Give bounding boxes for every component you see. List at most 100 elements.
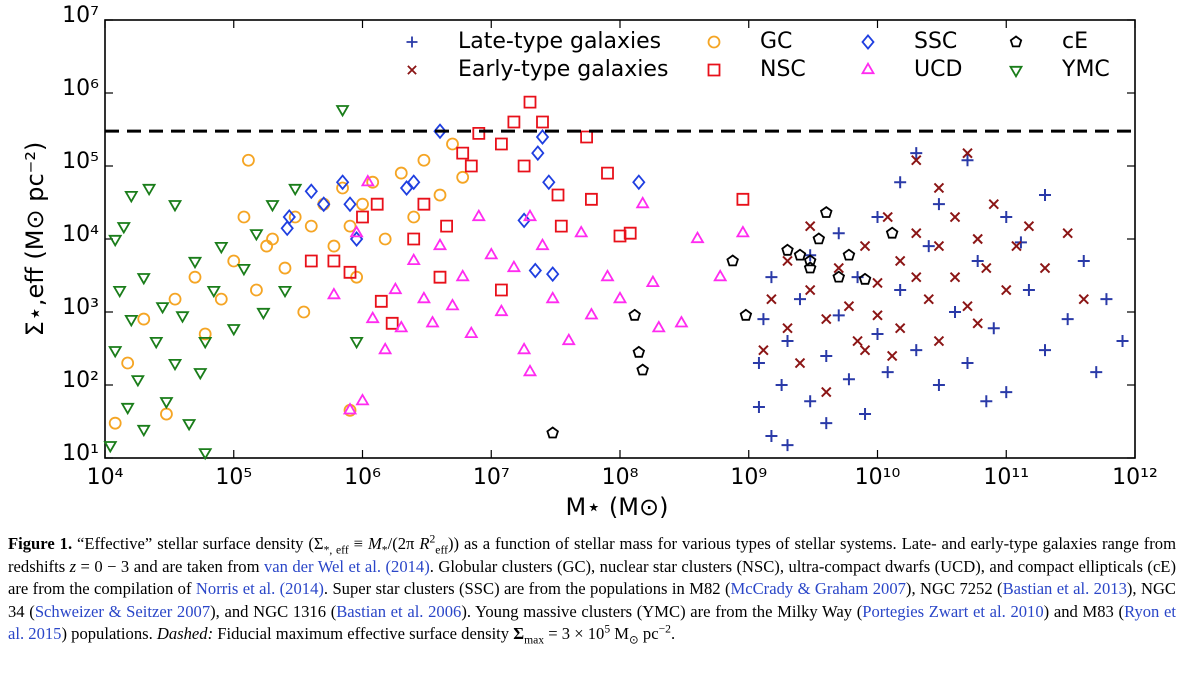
data-point — [1001, 284, 1012, 296]
data-point — [736, 192, 750, 206]
figure-caption: Figure 1. “Effective” stellar surface de… — [8, 533, 1177, 645]
citation-link[interactable]: Portegies Zwart et al. 2010 — [862, 601, 1044, 621]
legend-marker — [860, 61, 876, 75]
data-point — [752, 357, 765, 370]
data-point — [103, 441, 118, 454]
caption-text: M — [367, 534, 382, 553]
data-point — [580, 130, 593, 144]
legend-marker — [407, 65, 417, 75]
legend-label: cE — [1062, 29, 1088, 54]
data-point — [793, 293, 806, 306]
data-point — [440, 219, 453, 233]
data-point — [613, 229, 627, 243]
data-point — [803, 254, 817, 267]
citation-link[interactable]: van der Wel et al. (2014) — [263, 556, 430, 576]
citation-link[interactable]: Schweizer & Seitzer 2007 — [34, 601, 211, 621]
data-point — [407, 174, 421, 191]
data-point — [250, 283, 263, 297]
data-point — [872, 310, 883, 321]
data-point — [407, 232, 421, 246]
data-point — [842, 373, 855, 386]
data-point — [124, 315, 139, 328]
data-point — [832, 270, 846, 283]
data-point — [130, 375, 145, 388]
y-tick-label: 10⁷ — [62, 3, 99, 28]
data-point — [326, 287, 341, 300]
caption-text: ) and M83 ( — [1043, 601, 1125, 621]
data-point — [651, 320, 666, 333]
data-point — [175, 311, 190, 324]
data-point — [288, 183, 303, 197]
data-point — [882, 211, 893, 223]
data-point — [159, 397, 174, 410]
caption-text: ), and NGC 1316 ( — [210, 601, 337, 621]
data-point — [1011, 240, 1022, 252]
data-point — [932, 198, 945, 211]
data-point — [168, 200, 183, 213]
data-point — [757, 313, 770, 326]
data-point — [832, 309, 845, 322]
citation-link[interactable]: Bastian et al. 2013 — [1002, 579, 1127, 598]
caption-text: “Effective” stellar surface density (Σ — [72, 534, 324, 553]
caption-text: . Super star clusters (SSC) are from the… — [323, 579, 731, 598]
data-point — [260, 239, 274, 253]
citation-link[interactable]: Norris et al. (2014) — [195, 579, 324, 598]
data-point — [464, 159, 478, 173]
data-point — [894, 322, 906, 334]
data-point — [188, 270, 202, 284]
data-point — [394, 166, 408, 180]
data-point — [871, 211, 884, 224]
data-point — [446, 137, 459, 151]
data-point — [266, 232, 279, 246]
data-point — [949, 271, 961, 283]
legend-marker — [707, 63, 721, 77]
data-point — [531, 145, 545, 162]
data-point — [894, 176, 907, 189]
data-point — [304, 254, 318, 268]
data-point — [1061, 313, 1074, 326]
citation-link[interactable]: Ryon et al. 2015 — [8, 601, 1177, 644]
data-point — [378, 232, 392, 246]
data-point — [546, 266, 560, 283]
data-point — [911, 271, 922, 283]
y-tick-label: 10⁴ — [62, 222, 99, 247]
data-point — [971, 254, 984, 267]
data-point — [1039, 262, 1051, 274]
data-point — [236, 264, 251, 277]
data-point — [456, 170, 470, 184]
data-point — [781, 335, 794, 348]
data-point — [378, 341, 393, 355]
citation-link[interactable]: Bastian et al. 2006 — [336, 601, 462, 621]
data-point — [417, 153, 431, 167]
data-point — [859, 240, 871, 252]
data-point — [758, 344, 769, 356]
data-point — [265, 200, 280, 213]
data-point — [108, 416, 122, 430]
data-point — [495, 283, 508, 297]
y-tick-label: 10³ — [62, 295, 99, 320]
caption-text: Σ — [513, 624, 525, 643]
data-point — [961, 357, 974, 370]
citation-link[interactable]: McCrady & Graham 2007 — [730, 579, 906, 598]
data-point — [635, 195, 650, 209]
data-point — [923, 293, 934, 305]
data-point — [574, 225, 589, 238]
data-point — [256, 307, 271, 321]
data-point — [433, 188, 447, 202]
data-point — [1077, 254, 1090, 267]
data-point — [484, 247, 499, 260]
legend-label: NSC — [760, 57, 806, 82]
data-point — [385, 316, 399, 330]
data-point — [193, 368, 208, 381]
data-point — [417, 197, 431, 211]
data-point — [858, 272, 872, 285]
data-point — [355, 393, 370, 406]
caption-text: ), NGC 7252 ( — [905, 579, 1003, 598]
legend-marker — [707, 35, 721, 49]
data-point — [142, 183, 157, 197]
data-point — [335, 105, 350, 118]
data-point — [528, 262, 542, 279]
data-point — [859, 344, 871, 356]
data-point — [832, 227, 845, 240]
caption-text: *, eff — [323, 543, 349, 557]
